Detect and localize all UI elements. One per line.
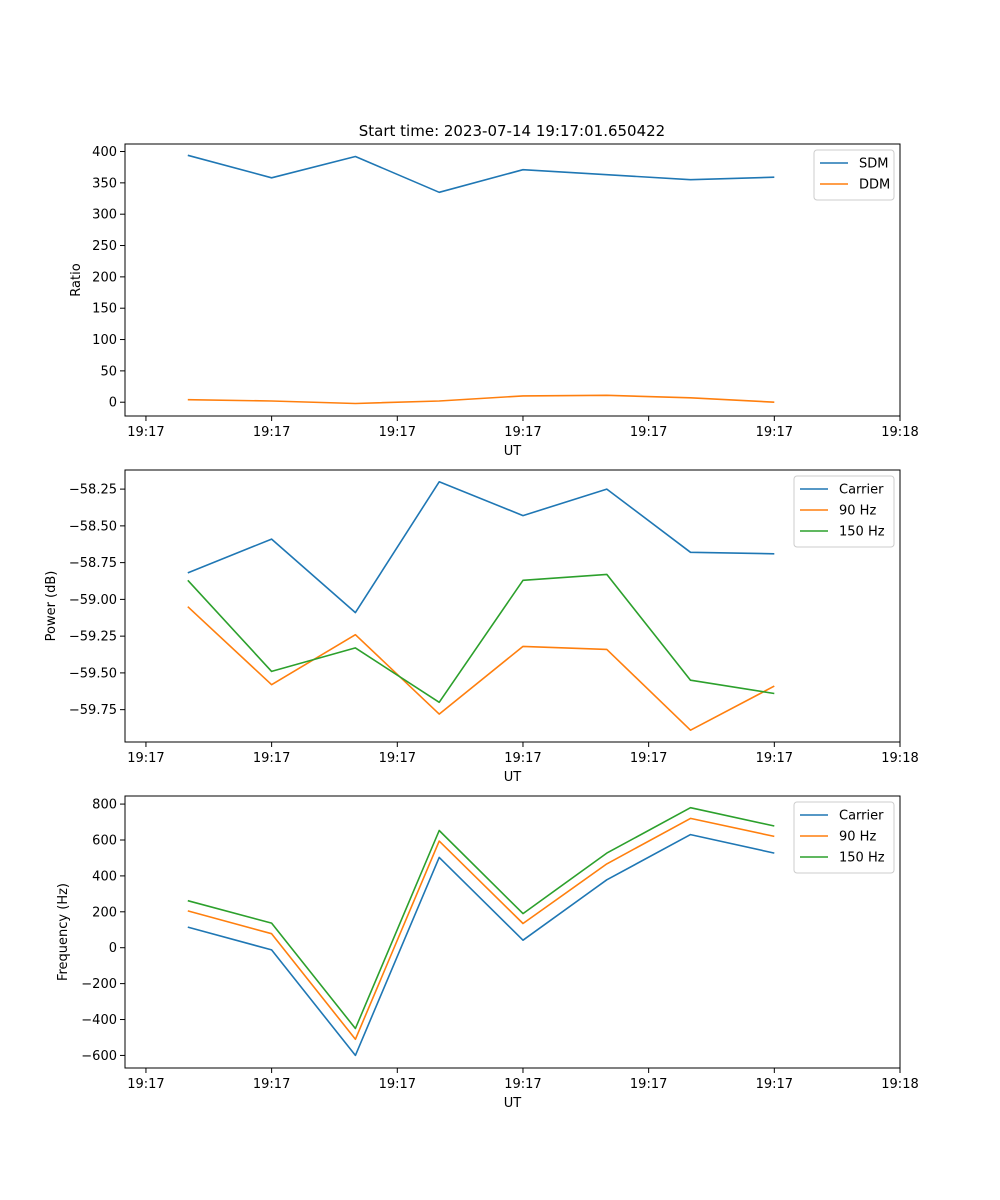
frequency-x-tick-label: 19:17 xyxy=(127,1077,164,1092)
power-x-tick-label: 19:17 xyxy=(127,751,164,766)
ratio-y-tick-label: 100 xyxy=(92,333,117,348)
ratio-y-tick-label: 250 xyxy=(92,239,117,254)
ratio-x-tick-label: 19:17 xyxy=(253,425,290,440)
ratio-x-tick-label: 19:18 xyxy=(881,425,918,440)
frequency-y-axis-label: Frequency (Hz) xyxy=(56,883,71,981)
power-legend-label: 90 Hz xyxy=(839,504,876,519)
power-panel: 19:17 19:17 19:17 19:17 19:17 19:17 19:18 −59.7… xyxy=(44,469,919,785)
frequency-y-tick-label: 400 xyxy=(92,869,117,884)
frequency-panel: 19:17 19:17 19:17 19:17 19:17 19:17 19:18 −600 −… xyxy=(56,795,919,1111)
ratio-y-tick-label: 350 xyxy=(92,176,117,191)
frequency-x-axis-label: UT xyxy=(504,1096,522,1111)
power-series-90-hz xyxy=(187,606,775,732)
ratio-x-tick-label: 19:17 xyxy=(379,425,416,440)
ratio-legend-label: DDM xyxy=(859,178,890,193)
frequency-y-tick-label: −200 xyxy=(81,977,117,992)
power-x-axis-label: UT xyxy=(504,770,522,785)
power-y-tick-label: −58.50 xyxy=(69,519,117,534)
ratio-y-tick-label: 150 xyxy=(92,302,117,317)
frequency-y-tick-label: 200 xyxy=(92,905,117,920)
ratio-series-sdm xyxy=(187,154,775,194)
frequency-y-tick-label: 0 xyxy=(109,941,117,956)
ratio-x-tick-label: 19:17 xyxy=(630,425,667,440)
power-y-axis-label: Power (dB) xyxy=(44,571,59,642)
figure-title: Start time: 2023-07-14 19:17:01.650422 xyxy=(359,122,665,140)
frequency-legend: Carrier 90 Hz 150 Hz xyxy=(793,801,895,874)
power-x-tick-label: 19:17 xyxy=(630,751,667,766)
ratio-y-tick-label: 0 xyxy=(109,396,117,411)
ratio-x-tick-label: 19:17 xyxy=(504,425,541,440)
power-x-tick-label: 19:17 xyxy=(253,751,290,766)
power-legend: Carrier 90 Hz 150 Hz xyxy=(793,475,895,548)
power-legend-label: 150 Hz xyxy=(839,525,885,540)
ratio-y-tick-label: 400 xyxy=(92,145,117,160)
frequency-legend-label: 150 Hz xyxy=(839,851,885,866)
ratio-legend: SDM DDM xyxy=(813,149,895,201)
power-axes-frame xyxy=(124,469,901,743)
frequency-series-150-hz xyxy=(187,806,775,1030)
frequency-x-tick-label: 19:17 xyxy=(379,1077,416,1092)
power-x-tick-label: 19:17 xyxy=(756,751,793,766)
power-y-tick-label: −59.00 xyxy=(69,593,117,608)
frequency-x-tick-label: 19:17 xyxy=(504,1077,541,1092)
ratio-y-axis-label: Ratio xyxy=(69,263,84,296)
power-legend-label: Carrier xyxy=(839,483,884,498)
frequency-series-90-hz xyxy=(187,817,775,1041)
frequency-axes-frame xyxy=(124,795,901,1069)
power-series-150-hz xyxy=(187,573,775,704)
frequency-x-tick-label: 19:18 xyxy=(881,1077,918,1092)
frequency-legend-label: 90 Hz xyxy=(839,830,876,845)
frequency-x-tick-label: 19:17 xyxy=(630,1077,667,1092)
ratio-x-tick-label: 19:17 xyxy=(756,425,793,440)
frequency-y-tick-label: 800 xyxy=(92,798,117,813)
frequency-x-tick-label: 19:17 xyxy=(253,1077,290,1092)
power-x-tick-label: 19:18 xyxy=(881,751,918,766)
power-x-tick-label: 19:17 xyxy=(379,751,416,766)
frequency-legend-box xyxy=(793,801,895,874)
frequency-y-tick-label: 600 xyxy=(92,833,117,848)
power-y-tick-label: −59.50 xyxy=(69,666,117,681)
ratio-panel: 19:17 19:17 19:17 19:17 19:17 19:17 19:18 0 50 10… xyxy=(69,143,919,459)
power-y-tick-label: −58.75 xyxy=(69,556,117,571)
ratio-y-tick-label: 50 xyxy=(100,364,117,379)
power-y-tick-label: −59.75 xyxy=(69,703,117,718)
power-y-tick-label: −59.25 xyxy=(69,630,117,645)
frequency-x-tick-label: 19:17 xyxy=(756,1077,793,1092)
frequency-legend-label: Carrier xyxy=(839,809,884,824)
frequency-y-tick-label: −400 xyxy=(81,1013,117,1028)
ratio-series-ddm xyxy=(187,394,775,405)
ratio-legend-label: SDM xyxy=(859,157,888,172)
ratio-x-tick-label: 19:17 xyxy=(127,425,164,440)
power-x-tick-label: 19:17 xyxy=(504,751,541,766)
ratio-axes-frame xyxy=(124,143,901,417)
power-y-tick-label: −58.25 xyxy=(69,483,117,498)
ratio-y-tick-label: 300 xyxy=(92,208,117,223)
ratio-x-axis-label: UT xyxy=(504,444,522,459)
power-legend-box xyxy=(793,475,895,548)
power-series-carrier xyxy=(187,480,775,614)
frequency-y-tick-label: −600 xyxy=(81,1049,117,1064)
frequency-series-carrier xyxy=(187,833,775,1057)
ratio-y-tick-label: 200 xyxy=(92,270,117,285)
